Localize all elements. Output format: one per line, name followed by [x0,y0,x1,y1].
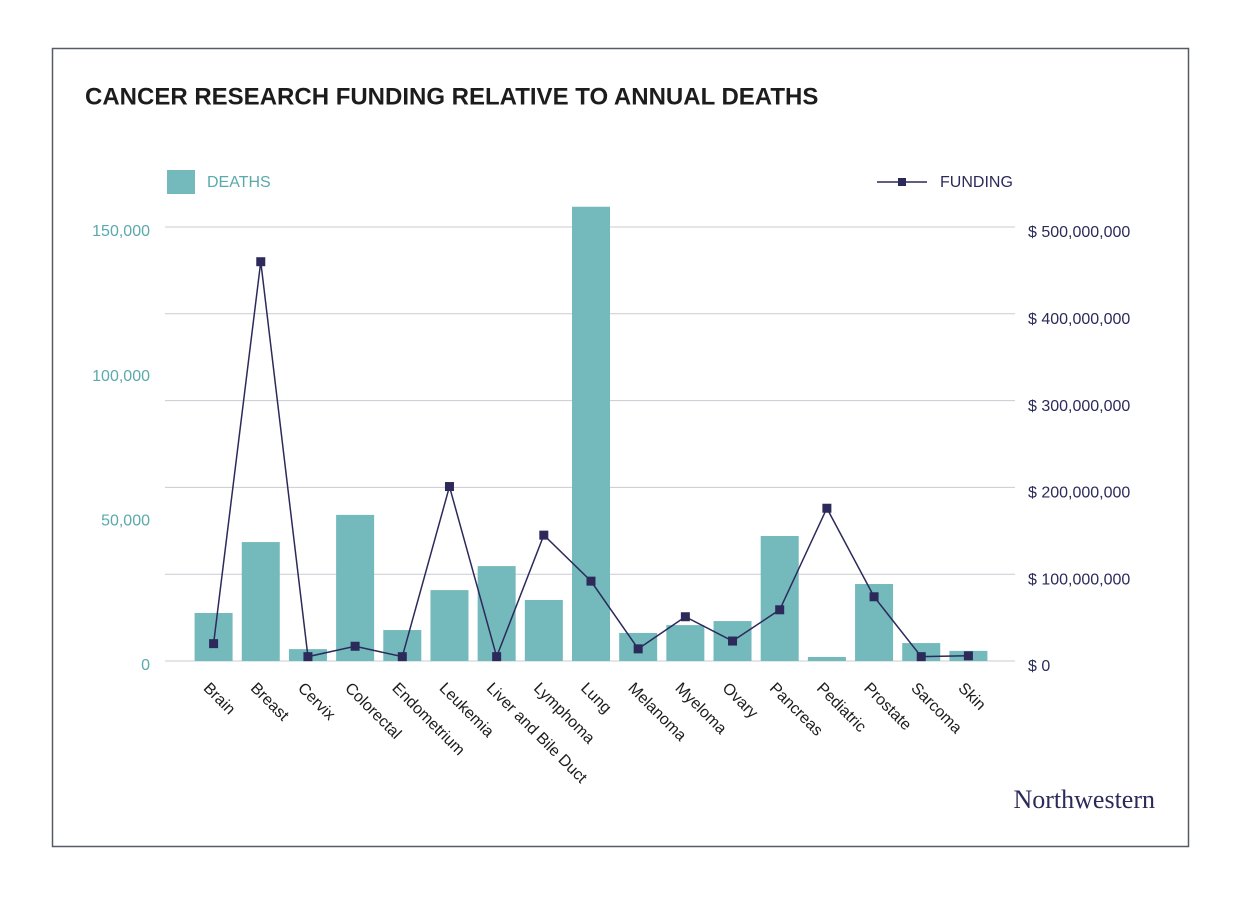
line-marker [728,636,738,646]
y2-tick-label: $ 500,000,000 [1028,224,1130,241]
bar [194,612,233,661]
bar [807,656,846,661]
bar [572,206,610,661]
line-marker [586,576,596,586]
y2-tick-label: $ 300,000,000 [1028,398,1130,415]
line-marker [256,257,266,267]
line-marker [963,651,973,661]
line-marker [209,639,219,649]
y-tick-label: 0 [141,657,150,674]
legend-marker [898,178,906,186]
y-tick-label: 50,000 [101,513,150,530]
bar [666,625,705,661]
legend-label: FUNDING [940,174,1013,191]
line-marker [492,652,502,662]
y-tick-label: 100,000 [92,368,150,385]
bar [241,542,280,661]
line-marker [916,652,926,662]
line-marker [633,644,643,654]
bar [760,536,799,661]
frame [51,47,1190,848]
line-marker [303,652,313,662]
line-marker [822,503,832,513]
bar [430,590,469,661]
line-marker [775,605,785,615]
bar [524,599,563,661]
y2-tick-label: $ 400,000,000 [1028,311,1130,328]
line-marker [444,482,454,492]
line-marker [397,652,407,662]
line-marker [350,641,360,651]
legend-label: DEATHS [207,174,271,191]
y2-tick-label: $ 0 [1028,658,1050,675]
line-marker [680,612,690,622]
bar [336,514,375,661]
line-marker [539,530,549,540]
y-tick-label: 150,000 [92,223,150,240]
legend-swatch [167,170,195,194]
chart-title: CANCER RESEARCH FUNDING RELATIVE TO ANNU… [85,83,818,110]
line-marker [869,592,879,602]
y2-tick-label: $ 100,000,000 [1028,571,1130,588]
bar [477,566,516,661]
brand-logo: Northwestern [1013,785,1155,814]
y2-tick-label: $ 200,000,000 [1028,485,1130,502]
